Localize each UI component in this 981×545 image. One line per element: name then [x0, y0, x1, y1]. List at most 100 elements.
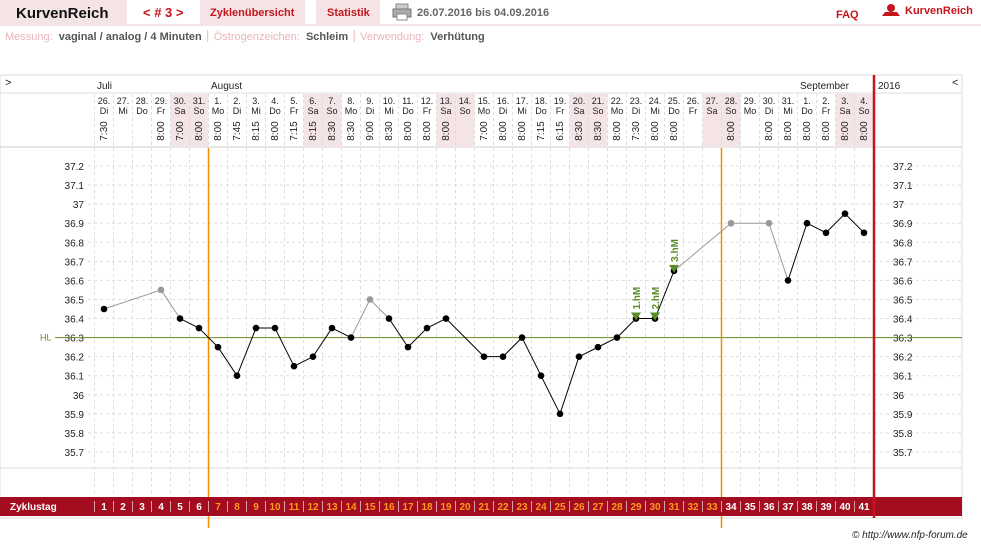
y-tick-label-right: 36.2 [893, 353, 913, 364]
month-label: Juli [97, 81, 112, 92]
temperature-point [556, 410, 564, 418]
weekday-label: Sa [174, 106, 185, 116]
cycle-day: 17 [402, 502, 414, 513]
temperature-segment [616, 318, 637, 338]
printer-icon[interactable] [392, 3, 412, 21]
time-label: 8:00 [498, 121, 509, 141]
hm-label: 2.hM [651, 287, 662, 310]
time-label: 8:00 [517, 121, 528, 141]
cycle-day: 38 [801, 502, 813, 513]
weekday-label: Mi [118, 106, 128, 116]
date-label: 29. [155, 96, 168, 106]
weekday-label: Mi [783, 106, 793, 116]
cycle-day: 6 [196, 502, 202, 513]
time-label: 7:00 [175, 121, 186, 141]
cycle-day: 13 [326, 502, 338, 513]
time-label: 8:15 [251, 121, 262, 141]
weekday-label: Sa [706, 106, 717, 116]
date-label: 19. [554, 96, 567, 106]
cycle-day: 18 [421, 502, 433, 513]
cycle-day: 3 [139, 502, 145, 513]
temperature-segment [274, 327, 295, 367]
cycle-day: 10 [269, 502, 281, 513]
date-label: 11. [402, 96, 414, 106]
cycle-day: 7 [215, 502, 221, 513]
nav-prev[interactable]: > [5, 77, 11, 89]
coverline-label: HL [40, 333, 52, 343]
cycle-nav[interactable]: < # 3 > [143, 5, 184, 20]
temperature-point [822, 229, 830, 237]
tab-label[interactable]: Statistik [327, 7, 371, 19]
temperature-segment [426, 318, 447, 329]
temperature-point [271, 324, 279, 332]
y-tick-label-right: 37.1 [893, 181, 913, 192]
temperature-point [860, 229, 868, 237]
temperature-point [195, 324, 203, 332]
cycle-day: 1 [101, 502, 107, 513]
time-label: 8:00 [441, 121, 452, 141]
date-label: 14. [459, 96, 472, 106]
temperature-segment [502, 337, 523, 358]
y-tick-label-right: 36.1 [893, 372, 913, 383]
date-label: 27. [117, 96, 130, 106]
cycle-day-title: Zyklustag [10, 502, 57, 513]
weekday-label: Fr [822, 106, 831, 116]
temperature-point [176, 315, 184, 322]
temperature-segment [160, 289, 181, 319]
weekday-label: Di [499, 106, 508, 116]
weekday-label: Di [765, 106, 774, 116]
weekend-shade [170, 94, 190, 147]
time-label: 8:00 [403, 121, 414, 141]
cycle-day: 39 [820, 502, 832, 513]
tab [316, 0, 380, 24]
date-label: 31. [193, 96, 206, 106]
temperature-point [423, 324, 431, 332]
cycle-day: 31 [668, 502, 680, 513]
time-label: 8:00 [194, 121, 205, 141]
temperature-segment [521, 337, 542, 376]
time-label: 8:00 [270, 121, 281, 141]
time-label: 7:00 [479, 121, 490, 141]
temperature-segment [179, 318, 200, 329]
temperature-point [347, 334, 355, 341]
footer: © http://www.nfp-forum.de [852, 530, 968, 541]
temperature-point [518, 334, 526, 341]
time-label: 6:15 [555, 121, 566, 141]
temperature-point [442, 315, 450, 322]
cycle-day: 2 [120, 502, 126, 513]
temperature-point [727, 219, 735, 227]
temperature-point [784, 277, 792, 284]
temperature-segment [768, 223, 789, 281]
date-range: 26.07.2016 bis 04.09.2016 [417, 7, 549, 19]
weekday-label: Fr [556, 106, 565, 116]
cycle-day: 40 [839, 502, 851, 513]
weekend-shade [702, 94, 722, 147]
temperature-point [366, 296, 374, 303]
date-label: 4. [860, 96, 868, 106]
weekday-label: Fr [689, 106, 698, 116]
date-label: 2. [233, 96, 241, 106]
nav-next[interactable]: < [952, 77, 958, 89]
faq-link[interactable]: FAQ [836, 9, 859, 21]
cycle-day: 34 [725, 502, 737, 513]
temperature-point [290, 362, 298, 370]
temperature-segment [369, 299, 390, 319]
info-label: Messung: [5, 31, 53, 43]
y-tick-label-right: 36.8 [893, 238, 913, 249]
weekday-label: Do [402, 106, 414, 116]
time-label: 8:30 [593, 121, 604, 141]
date-label: 21. [592, 96, 605, 106]
logo[interactable]: KurvenReich [16, 5, 109, 22]
weekend-shade [455, 94, 475, 147]
weekday-label: Mi [251, 106, 261, 116]
tab-label[interactable]: Zyklenübersicht [210, 7, 295, 19]
date-label: 10. [383, 96, 396, 106]
time-label: 7:15 [536, 121, 547, 141]
cycle-day: 19 [440, 502, 452, 513]
time-label: 9:00 [365, 121, 376, 141]
cycle-day: 36 [763, 502, 775, 513]
weekday-label: Mi [517, 106, 527, 116]
date-label: 12. [421, 96, 434, 106]
temperature-segment [825, 213, 846, 234]
date-label: 30. [174, 96, 187, 106]
